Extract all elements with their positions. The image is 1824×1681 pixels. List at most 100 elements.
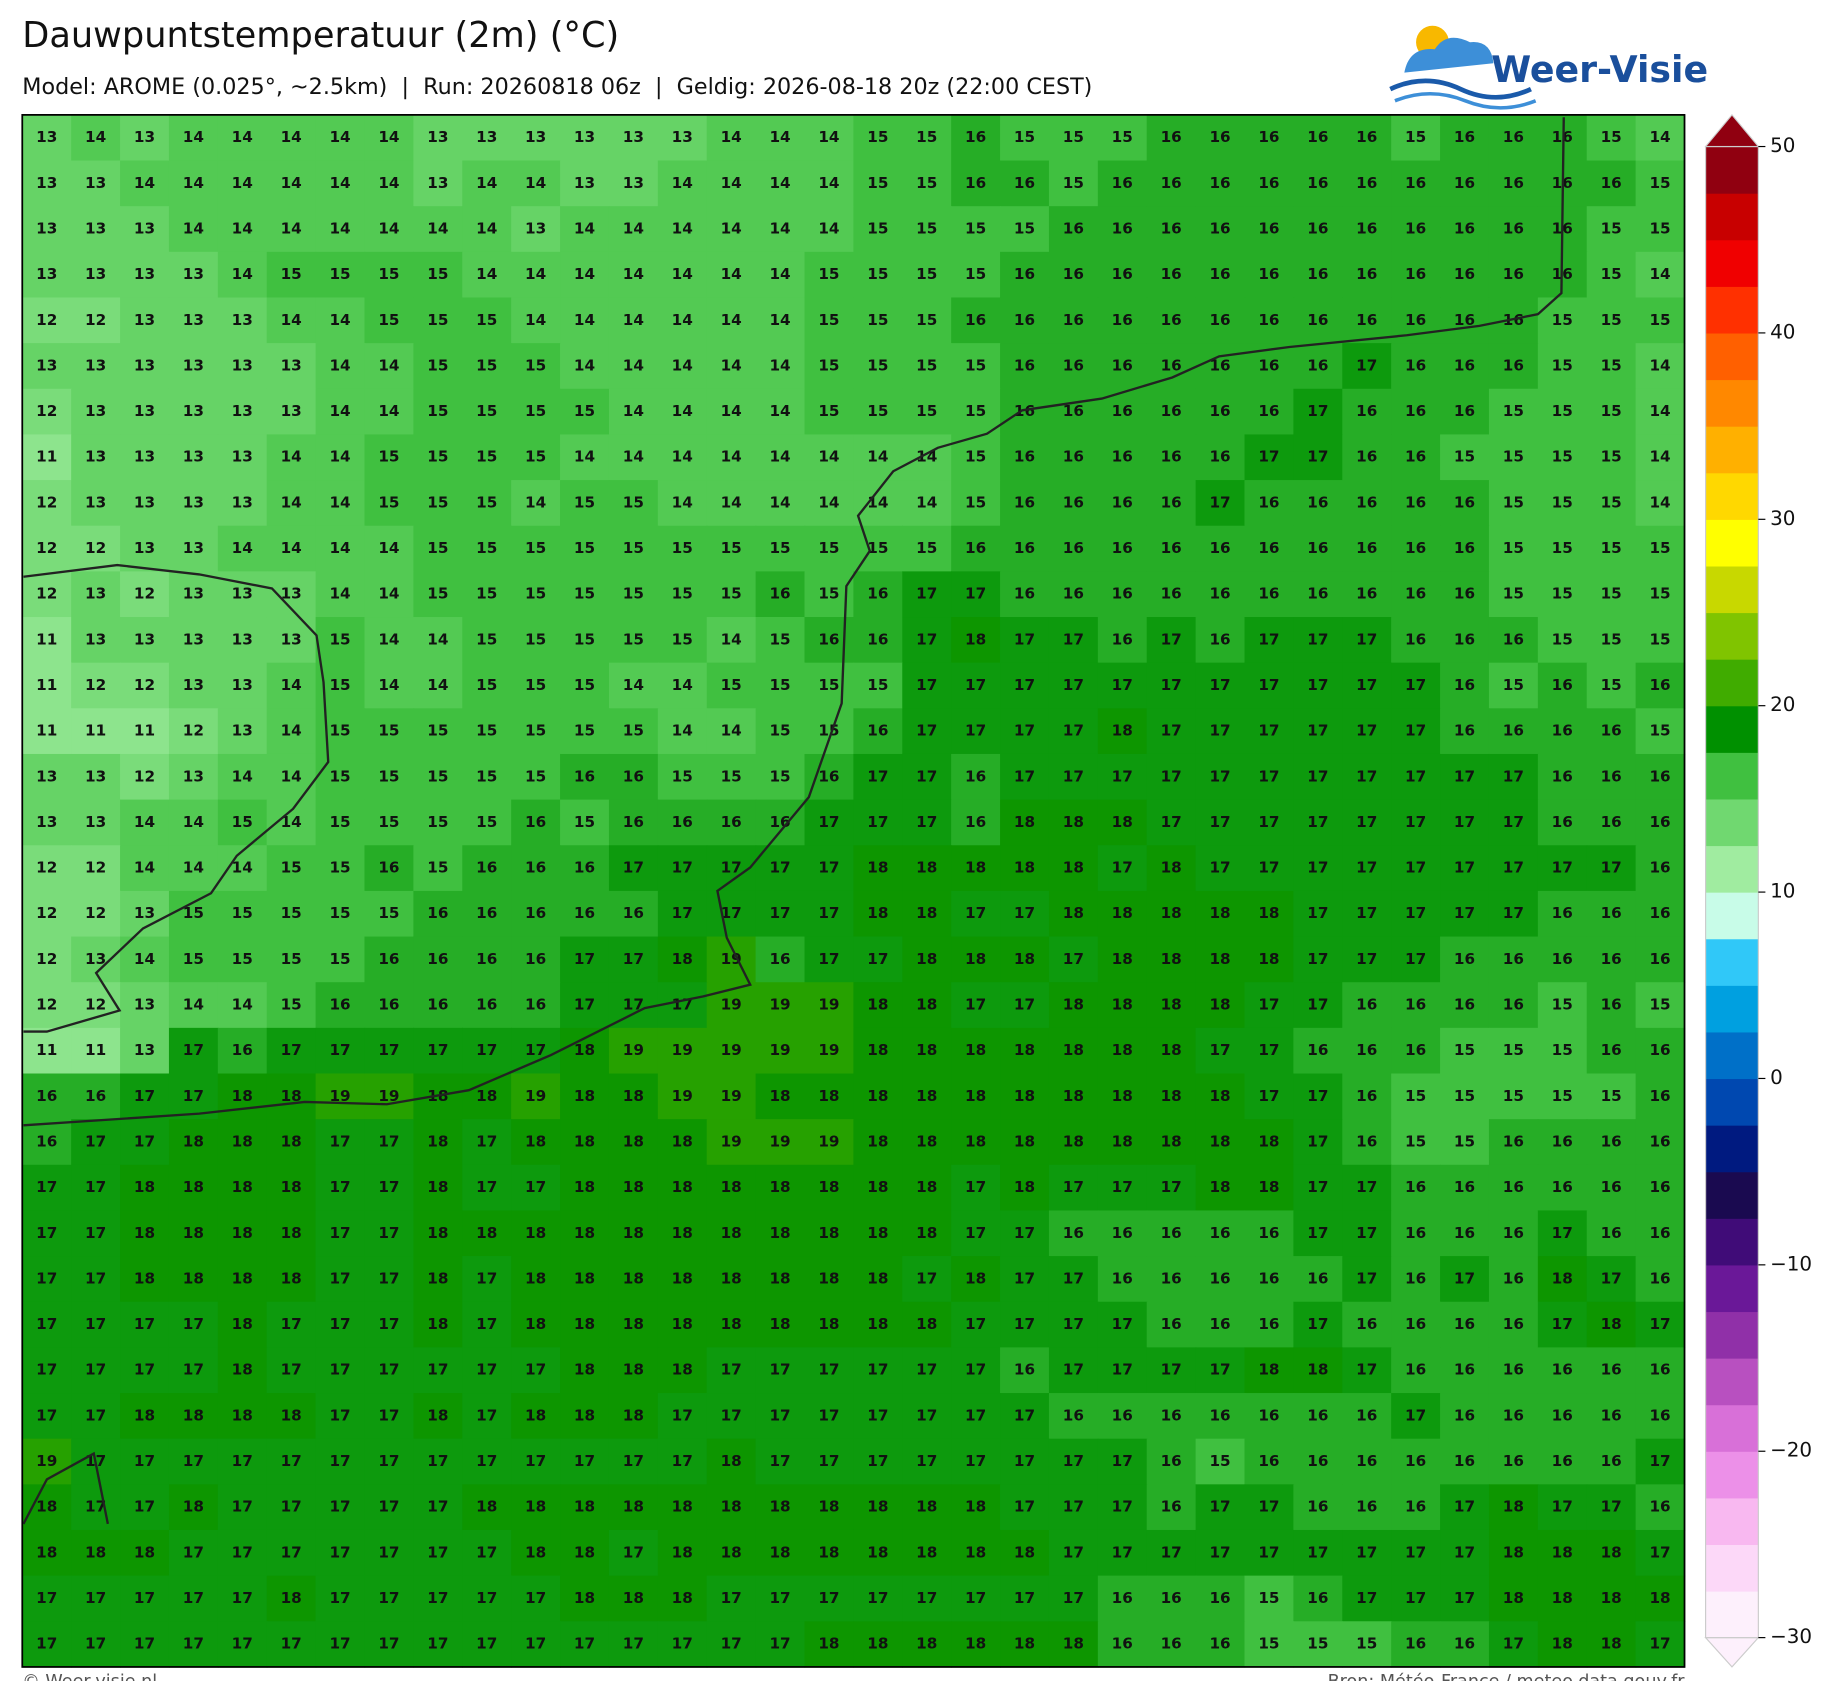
cell bbox=[1586, 114, 1637, 162]
cell-label: 16 bbox=[1601, 813, 1622, 831]
cell bbox=[951, 480, 1001, 527]
cell bbox=[1293, 297, 1343, 344]
cell bbox=[168, 1210, 219, 1257]
cell-label: 18 bbox=[1014, 1041, 1035, 1059]
cell-label: 16 bbox=[1307, 265, 1328, 283]
cell-label: 16 bbox=[965, 813, 986, 831]
cell bbox=[1440, 525, 1490, 573]
cell-label: 18 bbox=[965, 1543, 986, 1561]
cell bbox=[217, 1438, 268, 1486]
cell-label: 14 bbox=[623, 311, 644, 329]
cell-label: 16 bbox=[1405, 996, 1426, 1014]
cell bbox=[657, 1164, 708, 1212]
cell-label: 17 bbox=[427, 1452, 448, 1470]
cell bbox=[1391, 251, 1441, 299]
cell-label: 18 bbox=[183, 1498, 204, 1516]
cell-label: 17 bbox=[1405, 1589, 1426, 1607]
cell bbox=[804, 1438, 855, 1486]
cell bbox=[462, 617, 512, 664]
cell-label: 17 bbox=[721, 859, 742, 877]
cell bbox=[755, 297, 806, 344]
logo-cloud bbox=[1404, 37, 1494, 73]
cell bbox=[1097, 251, 1148, 299]
cell-label: 15 bbox=[476, 585, 497, 603]
cell bbox=[168, 160, 219, 207]
cell bbox=[1293, 1438, 1343, 1486]
cell bbox=[657, 1301, 708, 1349]
cell-label: 16 bbox=[1503, 1315, 1524, 1333]
cell-label: 16 bbox=[1649, 1361, 1670, 1379]
cell-label: 15 bbox=[329, 904, 350, 922]
cell bbox=[1097, 890, 1148, 938]
cell-label: 16 bbox=[1454, 265, 1475, 283]
cell bbox=[1537, 617, 1588, 664]
cell-label: 18 bbox=[232, 1224, 253, 1242]
cell-label: 17 bbox=[1112, 1178, 1133, 1196]
cell bbox=[951, 982, 1001, 1029]
cell bbox=[1244, 1256, 1295, 1303]
cell bbox=[217, 434, 268, 481]
cell-label: 13 bbox=[476, 128, 497, 146]
cell bbox=[413, 1073, 463, 1120]
cell-label: 18 bbox=[623, 1269, 644, 1287]
cell bbox=[462, 1347, 512, 1394]
cell bbox=[462, 936, 512, 983]
cell bbox=[1537, 1164, 1588, 1212]
cell bbox=[1342, 1073, 1392, 1120]
cell bbox=[804, 1027, 855, 1075]
cell-label: 18 bbox=[867, 996, 888, 1014]
cell bbox=[364, 1256, 415, 1303]
cell bbox=[1488, 982, 1539, 1029]
cell bbox=[657, 982, 708, 1029]
cell-label: 15 bbox=[378, 311, 399, 329]
cell bbox=[120, 1347, 170, 1394]
cell-label: 17 bbox=[574, 950, 595, 968]
cell bbox=[1293, 1301, 1343, 1349]
cell bbox=[217, 160, 268, 207]
cell-label: 14 bbox=[867, 493, 888, 511]
cell bbox=[951, 890, 1001, 938]
cell bbox=[755, 799, 806, 846]
cell bbox=[902, 890, 952, 938]
cell-label: 18 bbox=[1503, 1589, 1524, 1607]
cell bbox=[413, 982, 463, 1029]
cell bbox=[266, 1119, 317, 1166]
cell-label: 14 bbox=[329, 356, 350, 374]
cell bbox=[1537, 1073, 1588, 1120]
colorbar-band bbox=[1705, 798, 1759, 847]
cell-label: 17 bbox=[329, 1269, 350, 1287]
cell-label: 17 bbox=[1356, 1178, 1377, 1196]
cell bbox=[120, 1393, 170, 1440]
cell bbox=[804, 1393, 855, 1440]
cell-label: 18 bbox=[769, 1087, 790, 1105]
cell bbox=[951, 206, 1001, 253]
colorbar-band bbox=[1705, 612, 1759, 660]
cell-label: 17 bbox=[1356, 767, 1377, 785]
colorbar-band bbox=[1705, 1311, 1759, 1359]
cell-label: 14 bbox=[378, 676, 399, 694]
cell-label: 14 bbox=[721, 174, 742, 192]
cell bbox=[315, 1393, 366, 1440]
cell-label: 17 bbox=[476, 1315, 497, 1333]
cell-label: 18 bbox=[232, 1315, 253, 1333]
cell bbox=[804, 753, 855, 801]
cell bbox=[1342, 388, 1392, 436]
cell-label: 18 bbox=[769, 1498, 790, 1516]
cell-label: 17 bbox=[1258, 859, 1279, 877]
cell bbox=[1000, 480, 1050, 527]
cell bbox=[1244, 297, 1295, 344]
cell-label: 16 bbox=[1258, 1406, 1279, 1424]
cell bbox=[120, 982, 170, 1029]
cell-label: 16 bbox=[1356, 220, 1377, 238]
cell bbox=[511, 297, 561, 344]
cell-label: 15 bbox=[329, 722, 350, 740]
cell bbox=[853, 343, 903, 390]
cell-label: 18 bbox=[427, 1224, 448, 1242]
cell bbox=[1048, 1347, 1099, 1394]
cell-label: 16 bbox=[1649, 1269, 1670, 1287]
cell-label: 17 bbox=[427, 1361, 448, 1379]
cell-label: 15 bbox=[476, 493, 497, 511]
cell-label: 17 bbox=[1356, 1361, 1377, 1379]
cell bbox=[657, 753, 708, 801]
cell-label: 13 bbox=[427, 128, 448, 146]
